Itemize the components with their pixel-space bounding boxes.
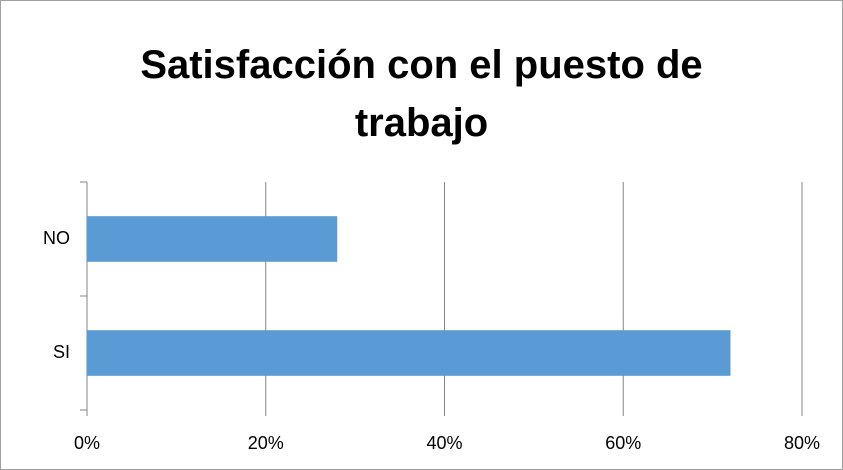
chart-title: Satisfacción con el puesto de trabajo [140, 43, 703, 145]
bar [87, 216, 338, 262]
x-tick-label: 40% [426, 433, 462, 453]
x-tick-label: 60% [605, 433, 641, 453]
y-tick-label: SI [53, 342, 70, 362]
y-tick-label: NO [43, 228, 70, 248]
x-tick-label: 20% [248, 433, 284, 453]
x-tick-label: 80% [784, 433, 820, 453]
bar [87, 330, 731, 376]
x-tick-label: 0% [74, 433, 100, 453]
